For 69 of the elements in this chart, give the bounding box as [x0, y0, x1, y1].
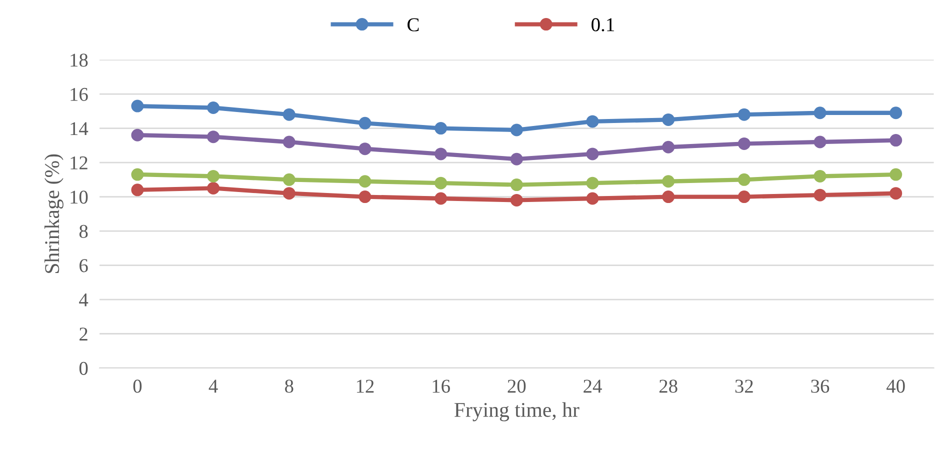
x-tick-label: 20	[508, 380, 526, 393]
point	[131, 184, 144, 196]
x-axis-title: Frying time, hr	[454, 402, 580, 422]
y-tick-label: 14	[70, 122, 88, 136]
x-tick-label: 32	[735, 380, 753, 393]
point	[282, 136, 296, 148]
point	[131, 168, 144, 181]
point	[207, 182, 220, 194]
point	[586, 148, 599, 160]
point	[282, 108, 296, 121]
x-tick-label: 8	[285, 380, 294, 393]
point	[207, 170, 220, 182]
point	[738, 173, 750, 186]
point	[131, 128, 144, 142]
y-tick-label: 4	[79, 293, 88, 306]
point	[510, 178, 523, 192]
legend-label: C	[408, 18, 419, 32]
point	[890, 168, 902, 181]
y-axis-title: Shrinkage (%)	[44, 154, 64, 273]
point	[890, 187, 902, 200]
point	[814, 170, 826, 182]
y-tick-label: 10	[70, 190, 88, 204]
y-tick-label: 0	[79, 362, 88, 375]
x-tick-label: 40	[886, 380, 905, 393]
x-tick-label: 24	[584, 380, 602, 393]
point	[434, 192, 448, 205]
point	[662, 113, 675, 126]
point	[814, 188, 826, 202]
point	[358, 175, 372, 188]
point	[282, 173, 296, 186]
point	[131, 100, 144, 112]
point	[282, 187, 296, 200]
x-tick-label: 36	[811, 380, 830, 393]
point	[814, 136, 826, 148]
point	[358, 190, 372, 204]
x-tick-label: 28	[659, 380, 678, 393]
point	[510, 194, 523, 206]
y-tick-label: 12	[70, 156, 88, 170]
point	[890, 134, 902, 147]
y-tick-label: 6	[80, 259, 88, 272]
point	[814, 106, 826, 120]
x-tick-label: 0	[133, 380, 142, 393]
x-tick-label: 16	[432, 380, 450, 393]
x-tick-label: 4	[208, 380, 218, 393]
y-tick-label: 8	[79, 224, 88, 238]
point	[207, 130, 220, 144]
point	[358, 142, 372, 156]
x-tick-label: 12	[356, 380, 374, 393]
point	[662, 190, 675, 204]
point	[738, 137, 750, 150]
point	[890, 106, 902, 120]
point	[662, 140, 675, 154]
point	[586, 192, 599, 205]
point	[738, 108, 750, 121]
point	[510, 124, 523, 136]
point	[434, 148, 448, 160]
point	[738, 190, 750, 204]
point	[207, 101, 220, 114]
point	[586, 115, 599, 128]
point	[510, 152, 523, 166]
point	[358, 116, 372, 130]
y-tick-label: 18	[70, 54, 88, 67]
y-tick-label: 2	[80, 328, 88, 340]
point	[434, 122, 448, 135]
y-tick-label: 16	[70, 88, 88, 101]
point	[662, 175, 675, 188]
point	[586, 176, 599, 190]
legend-label: 0.1	[592, 18, 614, 32]
point	[434, 176, 448, 190]
